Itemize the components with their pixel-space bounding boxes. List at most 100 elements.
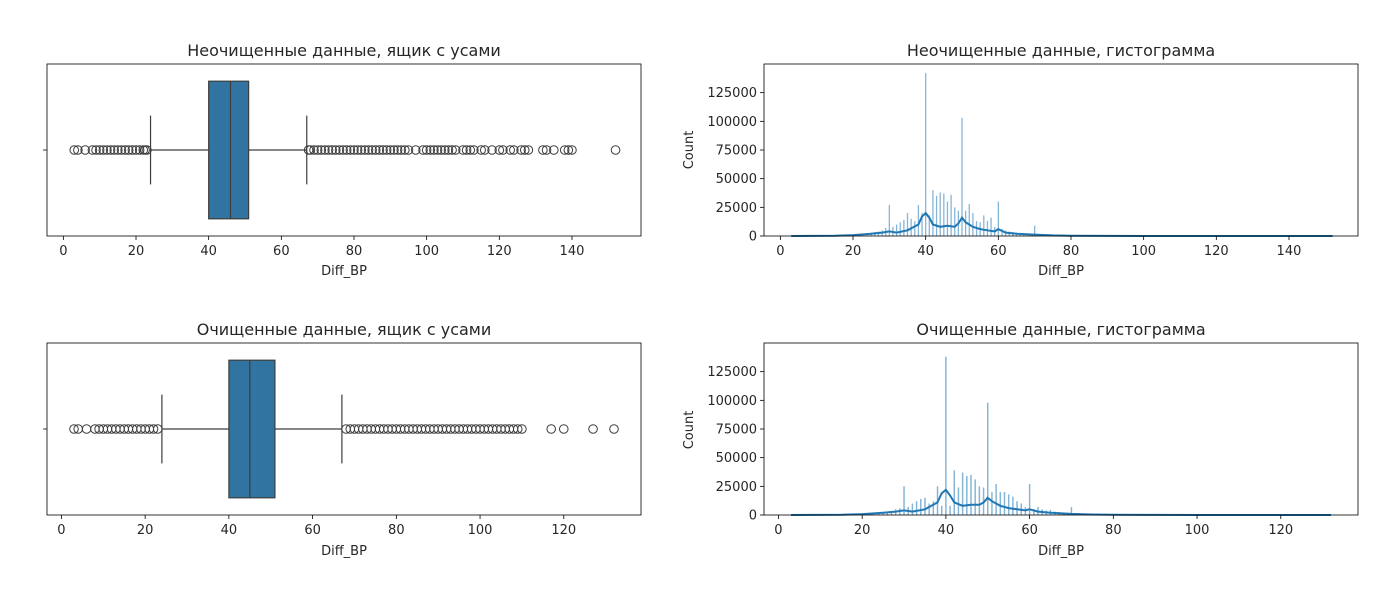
raw-histogram-bar	[939, 192, 941, 236]
clean-histogram-bar	[991, 492, 993, 515]
raw-boxplot-outlier-point	[396, 145, 407, 155]
raw-boxplot-outlier-point	[494, 145, 505, 155]
raw-boxplot-outlier-point	[320, 145, 330, 155]
clean-boxplot-outlier-point	[152, 424, 163, 434]
raw-boxplot-outlier-point	[538, 145, 548, 155]
clean-boxplot-xtick-label: 120	[551, 523, 576, 538]
clean-histogram-xlabel: Diff_BP	[1038, 544, 1084, 559]
raw-boxplot-outlier-point	[120, 145, 130, 155]
clean-boxplot-outlier-point	[148, 424, 159, 434]
raw-boxplot-outlier-point	[312, 145, 323, 155]
raw-histogram-bar	[943, 193, 945, 236]
clean-boxplot-xtick-label: 40	[221, 523, 238, 538]
raw-boxplot-outlier-point	[140, 145, 150, 155]
raw-histogram-ytick-label: 25000	[716, 201, 757, 216]
raw-boxplot-outlier-point	[73, 145, 83, 155]
raw-histogram-xtick-label: 100	[1131, 244, 1156, 259]
raw-histogram-title: Неочищенные данные, гистограмма	[907, 41, 1215, 60]
raw-boxplot-outlier-point	[567, 145, 577, 155]
raw-boxplot-xtick-label: 140	[560, 244, 585, 259]
clean-histogram-bar	[940, 505, 943, 515]
raw-histogram-bar	[895, 224, 898, 236]
raw-histogram-bar	[990, 217, 992, 236]
raw-boxplot-outlier-point	[349, 145, 359, 155]
clean-histogram-ylabel: Count	[682, 411, 697, 450]
raw-boxplot-outlier-point	[352, 145, 363, 155]
clean-histogram-bar	[1007, 494, 1010, 515]
clean-boxplot-plot: 0 20 40 60 80 100 120	[43, 342, 642, 538]
raw-boxplot-outlier-point	[323, 145, 334, 155]
clean-histogram-bar	[970, 474, 972, 515]
clean-histogram-bar	[953, 470, 955, 515]
raw-boxplot-outlier-point	[440, 145, 450, 155]
clean-boxplot-outlier-point	[517, 424, 527, 434]
raw-boxplot-outlier-point	[116, 145, 127, 155]
raw-boxplot-outlier-point	[610, 145, 621, 155]
raw-histogram-ytick-label: 0	[749, 230, 757, 245]
raw-histogram-bar	[968, 203, 970, 236]
panel-raw-histogram: Неочищенные данные, гистограмма 0 25000 50…	[682, 41, 1359, 279]
raw-histogram-bar	[932, 190, 934, 236]
raw-boxplot-outlier-point	[134, 145, 145, 155]
clean-histogram-bar	[928, 503, 930, 515]
clean-boxplot-outlier-point	[69, 424, 79, 434]
raw-boxplot-outlier-point	[418, 145, 428, 155]
clean-boxplot-outlier-point	[546, 424, 557, 434]
raw-boxplot-outlier-point	[410, 145, 421, 155]
clean-histogram-bar	[1028, 484, 1031, 515]
raw-boxplot-outlier-point	[105, 145, 116, 155]
clean-histogram-bar	[1033, 509, 1035, 515]
clean-boxplot-outlier-point	[81, 424, 92, 434]
raw-boxplot-xtick-label: 80	[346, 244, 363, 259]
raw-boxplot-outlier-point	[549, 145, 559, 155]
raw-boxplot-xtick-label: 120	[487, 244, 512, 259]
raw-histogram-axes-frame	[763, 63, 1359, 237]
raw-histogram-ytick-label: 100000	[707, 115, 757, 130]
raw-boxplot-outlier-point	[447, 145, 457, 155]
clean-histogram-bar	[915, 501, 918, 515]
raw-boxplot-outlier-point	[432, 145, 443, 155]
clean-histogram-bar	[903, 486, 905, 515]
raw-histogram-bar	[921, 213, 923, 236]
clean-boxplot-box	[228, 359, 276, 499]
raw-histogram-xtick-label: 80	[1063, 244, 1080, 259]
raw-boxplot-outlier-point	[479, 145, 490, 155]
clean-histogram-title: Очищенные данные, гистограмма	[916, 320, 1205, 339]
raw-boxplot-outlier-point	[476, 145, 486, 155]
raw-boxplot-xtick-label: 40	[200, 244, 217, 259]
raw-boxplot-outlier-point	[356, 145, 367, 155]
raw-histogram-xtick-label: 140	[1277, 244, 1302, 259]
clean-histogram-bar	[961, 472, 964, 515]
raw-boxplot-outlier-point	[461, 145, 472, 155]
raw-histogram-bar	[983, 215, 985, 236]
clean-boxplot-xtick-label: 60	[304, 523, 321, 538]
raw-histogram-bar	[946, 201, 949, 236]
raw-boxplot-outlier-point	[523, 145, 534, 155]
clean-histogram-xtick-label: 120	[1268, 523, 1293, 538]
raw-boxplot-outlier-point	[421, 145, 432, 155]
raw-histogram-ylabel: Count	[682, 131, 697, 170]
raw-boxplot-xtick-label: 0	[59, 244, 67, 259]
raw-boxplot-xtick-label: 100	[414, 244, 439, 259]
raw-boxplot-xtick-label: 20	[128, 244, 145, 259]
raw-boxplot-outlier-point	[469, 145, 479, 155]
raw-boxplot-outlier-point	[127, 145, 138, 155]
raw-histogram-bar	[1034, 225, 1036, 236]
clean-histogram-bar	[1070, 506, 1073, 515]
raw-histogram-bar	[935, 195, 938, 236]
raw-boxplot-outlier-point	[341, 145, 352, 155]
raw-boxplot-outlier-point	[516, 145, 526, 155]
raw-boxplot-outlier-point	[519, 145, 530, 155]
clean-histogram-ytick-label: 100000	[707, 394, 757, 409]
clean-histogram-bar	[1016, 501, 1018, 515]
raw-boxplot-outlier-point	[505, 145, 516, 155]
raw-boxplot-outlier-point	[487, 145, 497, 155]
raw-histogram-bar	[925, 73, 927, 236]
clean-histogram-bar	[945, 356, 947, 515]
clean-boxplot-xtick-label: 80	[388, 523, 405, 538]
clean-histogram-ytick-label: 0	[749, 509, 757, 524]
clean-histogram-ytick-label: 25000	[716, 480, 757, 495]
clean-histogram-bar	[911, 503, 914, 515]
clean-boxplot-outlier-point	[512, 424, 523, 434]
raw-boxplot-outlier-point	[443, 145, 454, 155]
